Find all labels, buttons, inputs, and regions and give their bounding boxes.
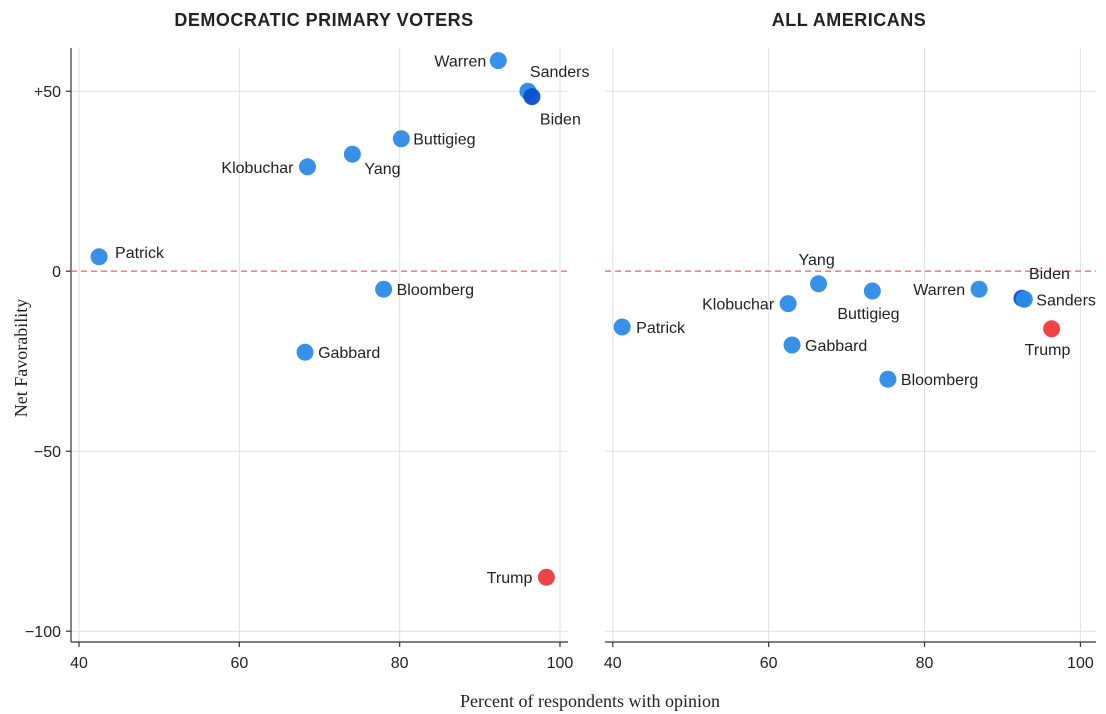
point-gabbard xyxy=(783,336,801,354)
right-panel: ALL AMERICANS 40 60 80 100 Yang Biden Sanders W… xyxy=(604,10,1096,672)
point-label-trump: Trump xyxy=(487,570,533,587)
point-bloomberg xyxy=(879,370,897,388)
point-klobuchar xyxy=(298,158,316,176)
point-label-yang: Yang xyxy=(364,161,400,178)
right-panel-title: ALL AMERICANS xyxy=(772,10,927,30)
point-trump xyxy=(537,568,555,586)
y-tick-label: +50 xyxy=(34,84,61,101)
point-buttigieg xyxy=(863,282,881,300)
x-tick-label: 60 xyxy=(230,655,248,672)
x-tick-label: 100 xyxy=(547,655,574,672)
point-label-patrick: Patrick xyxy=(636,320,686,337)
point-label-biden: Biden xyxy=(540,112,581,129)
point-label-klobuchar: Klobuchar xyxy=(221,160,294,177)
point-label-gabbard: Gabbard xyxy=(318,345,380,362)
point-label-bloomberg: Bloomberg xyxy=(901,372,978,389)
x-tick-label: 80 xyxy=(916,655,934,672)
point-buttigieg xyxy=(392,130,410,148)
y-tick-label: 0 xyxy=(52,264,61,281)
point-label-sanders: Sanders xyxy=(530,64,590,81)
point-sanders xyxy=(1015,290,1033,308)
point-label-bloomberg: Bloomberg xyxy=(397,282,474,299)
x-tick-label: 60 xyxy=(760,655,778,672)
y-tick-label: −50 xyxy=(34,444,61,461)
point-biden xyxy=(523,88,541,106)
left-panel: DEMOCRATIC PRIMARY VOTERS 40 60 80 100 +50 0 −… xyxy=(25,10,590,672)
y-axis-label: Net Favorability xyxy=(11,299,31,417)
point-label-buttigieg: Buttigieg xyxy=(413,132,475,149)
point-klobuchar xyxy=(779,295,797,313)
x-tick-label: 40 xyxy=(604,655,622,672)
point-label-warren: Warren xyxy=(913,282,965,299)
point-label-klobuchar: Klobuchar xyxy=(702,297,775,314)
point-patrick xyxy=(613,318,631,336)
point-patrick xyxy=(90,248,108,266)
point-warren xyxy=(970,280,988,298)
point-label-buttigieg: Buttigieg xyxy=(837,306,899,323)
point-gabbard xyxy=(296,343,314,361)
x-tick-label: 100 xyxy=(1067,655,1094,672)
x-axis-label: Percent of respondents with opinion xyxy=(460,691,720,711)
point-bloomberg xyxy=(375,280,393,298)
left-panel-title: DEMOCRATIC PRIMARY VOTERS xyxy=(174,10,473,30)
point-label-patrick: Patrick xyxy=(115,245,165,262)
y-tick-label: −100 xyxy=(25,624,61,641)
point-label-warren: Warren xyxy=(434,54,486,71)
x-tick-label: 80 xyxy=(391,655,409,672)
point-label-trump: Trump xyxy=(1025,342,1071,359)
point-label-sanders: Sanders xyxy=(1036,292,1096,309)
point-trump xyxy=(1043,320,1061,338)
x-tick-label: 40 xyxy=(70,655,88,672)
point-label-biden: Biden xyxy=(1029,266,1070,283)
point-label-gabbard: Gabbard xyxy=(805,338,867,355)
point-warren xyxy=(489,52,507,70)
point-yang xyxy=(343,145,361,163)
point-label-yang: Yang xyxy=(799,252,835,269)
point-yang xyxy=(810,275,828,293)
